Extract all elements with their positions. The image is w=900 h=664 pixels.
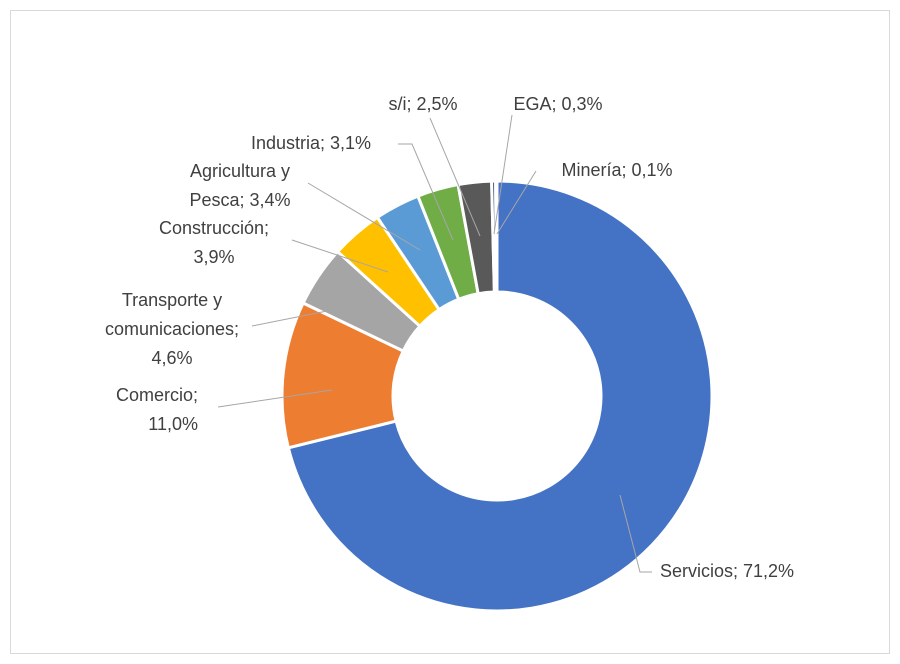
data-label: Minería; 0,1% [561,160,672,180]
data-label: Industria; 3,1% [251,133,371,153]
leader-line [496,170,537,235]
leader-line [398,143,454,241]
data-label: Agricultura y Pesca; 3,4% [189,161,290,210]
leader-line [429,117,481,237]
leader-line [307,182,421,251]
data-label: Servicios; 71,2% [660,561,794,581]
leader-line [217,389,333,408]
leader-line [251,309,333,327]
leader-line [291,239,389,273]
leader-line [493,114,513,235]
donut-slice [286,179,714,613]
data-label: Transporte y comunicaciones; 4,6% [105,290,239,368]
data-label: EGA; 0,3% [513,94,602,114]
data-label: s/i; 2,5% [388,94,457,114]
data-label: Construcción; 3,9% [159,218,269,267]
donut-slice [494,179,499,294]
leader-line [619,494,652,573]
data-label: Comercio; 11,0% [116,385,198,434]
